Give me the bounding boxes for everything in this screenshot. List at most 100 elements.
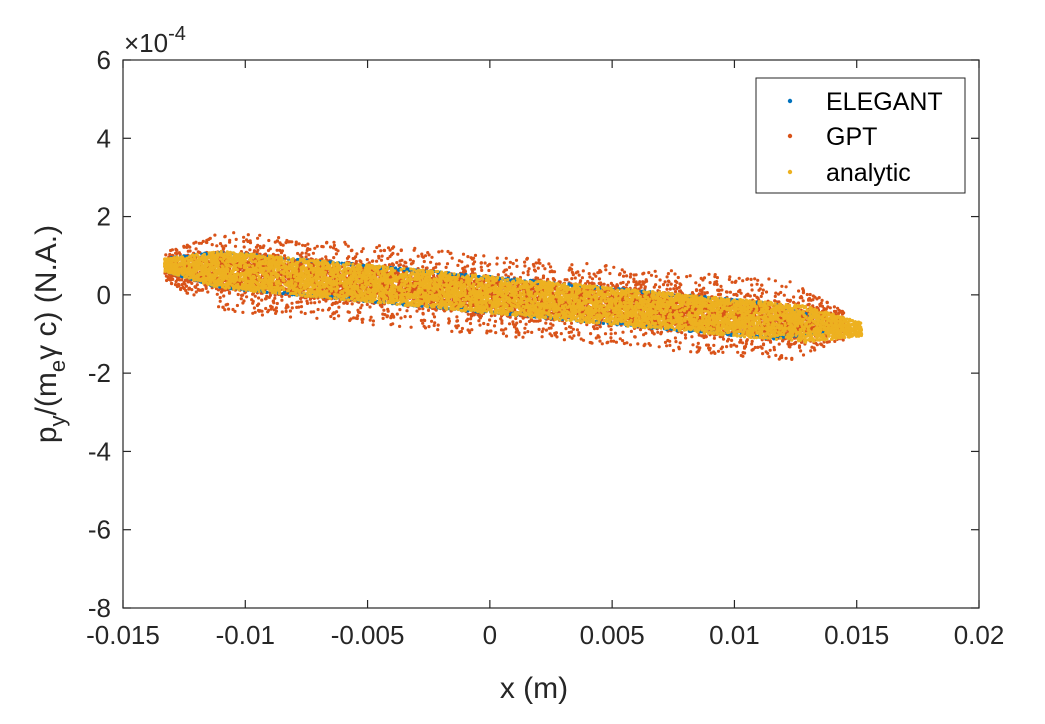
scatter-point <box>450 256 454 260</box>
scatter-point <box>221 247 225 251</box>
scatter-point <box>678 341 682 345</box>
scatter-point <box>776 292 781 296</box>
scatter-point <box>773 299 777 303</box>
scatter-point <box>472 256 476 260</box>
scatter-point <box>507 265 512 269</box>
scatter-point <box>398 263 402 267</box>
scatter-point <box>361 247 365 251</box>
scatter-point <box>395 261 399 265</box>
scatter-point <box>227 290 232 294</box>
scatter-point <box>833 339 837 343</box>
scatter-point <box>718 292 723 296</box>
scatter-point <box>509 272 513 276</box>
scatter-point <box>358 310 362 315</box>
scatter-point <box>486 322 490 327</box>
scatter-point <box>264 306 268 311</box>
scatter-point <box>523 331 527 335</box>
scatter-point <box>773 294 777 298</box>
scatter-point <box>736 350 740 354</box>
scatter-point <box>271 299 275 303</box>
scatter-point <box>588 340 592 345</box>
scatter-point <box>447 317 451 321</box>
scatter-point <box>580 276 585 280</box>
scatter-point <box>537 258 541 262</box>
scatter-point <box>403 315 407 319</box>
scatter-point <box>674 340 678 344</box>
scatter-point <box>337 305 341 309</box>
scatter-point <box>296 251 300 256</box>
scatter-point <box>398 324 402 328</box>
scatter-point <box>248 248 252 252</box>
scatter-point <box>612 265 616 269</box>
scatter-point <box>570 263 574 267</box>
scatter-point <box>352 316 356 320</box>
scatter-point <box>297 242 301 246</box>
scatter-point <box>735 344 739 348</box>
scatter-point <box>541 327 545 331</box>
scatter-point <box>468 321 473 326</box>
scatter-point <box>526 330 530 334</box>
scatter-point <box>730 338 734 342</box>
scatter-point <box>621 339 625 343</box>
scatter-point <box>215 244 219 248</box>
scatter-point <box>797 289 801 293</box>
scatter-point <box>625 274 629 278</box>
scatter-point <box>534 261 538 265</box>
scatter-point <box>434 262 439 266</box>
scatter-point <box>196 250 200 254</box>
scatter-point <box>432 315 437 319</box>
scatter-point <box>685 275 689 279</box>
scatter-point <box>470 328 474 332</box>
scatter-point <box>653 269 657 273</box>
scatter-point <box>251 311 255 315</box>
scatter-point <box>554 331 559 335</box>
scatter-point <box>375 259 379 263</box>
scatter-point <box>233 309 237 313</box>
scatter-point <box>504 327 508 331</box>
scatter-point <box>790 357 794 361</box>
scatter-point <box>801 353 806 357</box>
scatter-point <box>502 261 506 265</box>
scatter-point <box>461 252 466 256</box>
scatter-point <box>625 283 629 287</box>
scatter-point <box>609 336 613 340</box>
scatter-point <box>430 255 434 259</box>
scatter-point <box>625 341 629 345</box>
scatter-point <box>479 265 483 269</box>
scatter-point <box>395 312 399 316</box>
scatter-point <box>426 308 431 312</box>
scatter-point <box>673 336 678 340</box>
scatter-point <box>760 283 764 287</box>
scatter-point <box>221 305 225 309</box>
scatter-point <box>332 243 336 247</box>
scatter-point <box>658 285 662 289</box>
scatter-point <box>432 323 436 328</box>
scatter-point <box>485 331 489 335</box>
scatter-point <box>253 310 257 314</box>
scatter-point <box>666 283 670 287</box>
scatter-point <box>430 319 434 323</box>
scatter-point <box>246 233 250 237</box>
scatter-point <box>379 258 384 262</box>
scatter-point <box>784 285 788 289</box>
scatter-point <box>656 330 660 334</box>
scatter-point <box>371 323 375 327</box>
scatter-point <box>487 268 491 273</box>
scatter-point <box>657 345 661 349</box>
scatter-point <box>267 238 271 243</box>
scatter-point <box>728 290 733 294</box>
scatter-point <box>381 312 385 316</box>
scatter-point <box>436 323 440 327</box>
scatter-point <box>801 299 805 303</box>
scatter-point <box>606 340 610 344</box>
scatter-point <box>613 331 618 335</box>
scatter-point <box>483 261 487 265</box>
scatter-point <box>563 321 567 326</box>
scatter-point <box>764 290 769 294</box>
scatter-point <box>515 264 519 268</box>
scatter-point <box>346 244 350 248</box>
scatter-point <box>266 248 271 253</box>
scatter-point <box>348 318 352 323</box>
scatter-point <box>777 300 781 304</box>
scatter-point <box>676 275 680 280</box>
